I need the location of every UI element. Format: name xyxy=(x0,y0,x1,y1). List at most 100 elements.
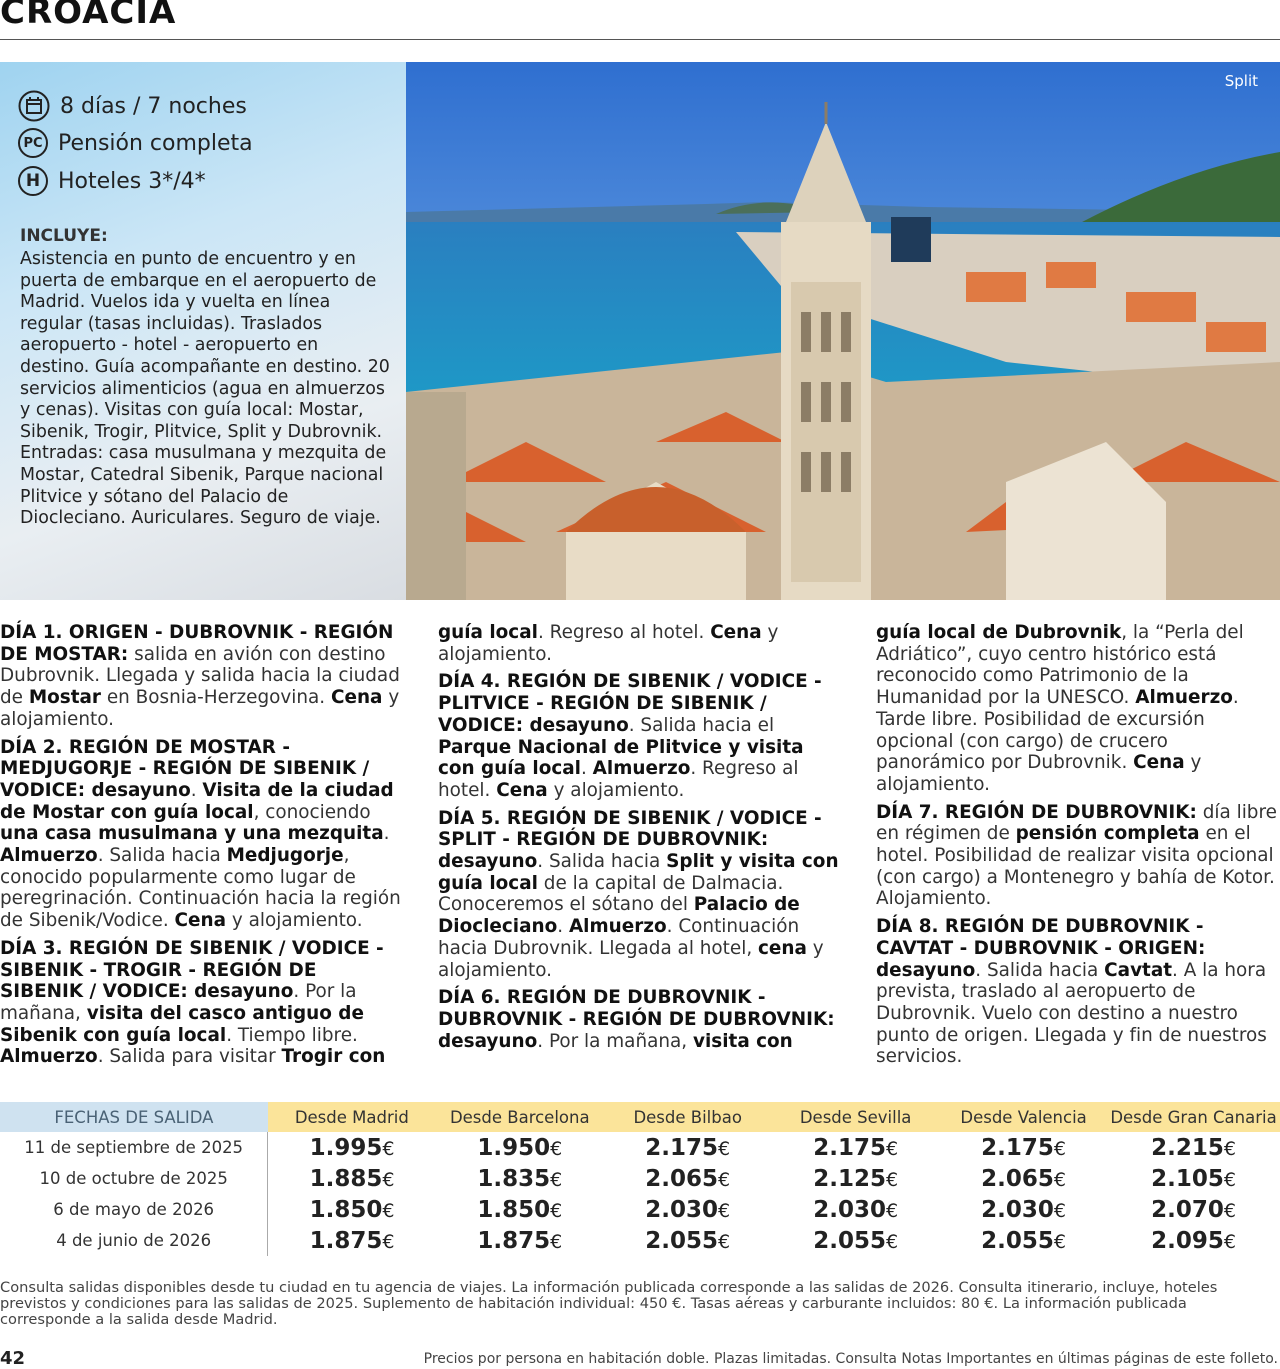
bold-text: Cena xyxy=(174,910,227,932)
text: . Salida hacia el xyxy=(628,714,775,736)
summary-item: H Hoteles 3*/4* xyxy=(18,166,206,196)
table-header: FECHAS DE SALIDA Desde Madrid Desde Barcel… xyxy=(0,1102,1280,1132)
text: . A la hora prevista, traslado al aeropu… xyxy=(876,959,1267,1068)
bold-text: visita del casco antiguo de Sibenik con … xyxy=(0,1002,364,1046)
text: . xyxy=(383,823,390,845)
currency: € xyxy=(1223,1230,1236,1253)
bold-text: DÍA 4. REGIÓN DE SIBENIK / VODICE - PLIT… xyxy=(438,671,822,736)
price-cell: 2.095€ xyxy=(1108,1225,1280,1256)
text: . Regreso al hotel. xyxy=(537,622,711,643)
price-cell: 2.065€ xyxy=(940,1163,1108,1194)
bold-text: pensión completa xyxy=(1015,823,1200,845)
text: . Continuación hacia Dubrovnik. Llegada … xyxy=(438,916,800,959)
currency: € xyxy=(382,1230,395,1253)
column-header: Desde Bilbao xyxy=(603,1102,772,1132)
currency: € xyxy=(1053,1230,1066,1253)
price-cell: 2.105€ xyxy=(1108,1163,1280,1194)
itinerary-day: DÍA 2. REGIÓN DE MOSTAR - MEDJUGORJE - R… xyxy=(0,737,404,932)
price-cell: 1.875€ xyxy=(268,1225,436,1256)
text: . Tarde libre. Posibilidad de excursión … xyxy=(876,687,1239,774)
price: 2.105 xyxy=(1151,1165,1224,1192)
price: 2.055 xyxy=(645,1227,719,1254)
text: , conocido popularmente como lugar de pe… xyxy=(0,845,401,932)
currency: € xyxy=(718,1168,731,1191)
bold-text: cena xyxy=(758,937,807,959)
price-table: FECHAS DE SALIDA Desde Madrid Desde Barcel… xyxy=(0,1102,1280,1256)
itinerary-day: DÍA 6. REGIÓN DE DUBROVNIK - DUBROVNIK -… xyxy=(438,622,1280,1068)
bold-text: Palacio de Diocleciano xyxy=(438,894,800,938)
summary-item: 8 días / 7 noches xyxy=(18,90,247,122)
bold-text: Trogir con guía local xyxy=(281,622,538,1068)
price-cell: 2.070€ xyxy=(1108,1194,1280,1225)
text: . xyxy=(557,916,569,938)
price: 1.835 xyxy=(477,1165,551,1192)
includes-text: Asistencia en punto de encuentro y en pu… xyxy=(20,249,390,529)
bold-text: Medjugorje xyxy=(226,845,344,867)
bold-text: visita con guía local de Dubrovnik xyxy=(693,622,1122,1052)
currency: € xyxy=(885,1137,899,1160)
summary-text: Pensión completa xyxy=(58,130,253,156)
text: . Salida para visitar xyxy=(97,1046,282,1068)
price: 1.850 xyxy=(309,1196,383,1223)
price-cell: 2.055€ xyxy=(604,1225,772,1256)
itinerary-day: DÍA 4. REGIÓN DE SIBENIK / VODICE - PLIT… xyxy=(438,671,842,801)
text: y alojamiento. xyxy=(0,687,400,730)
text: . Tiempo libre. xyxy=(226,1024,358,1046)
bold-text: una casa musulmana y una mezquita xyxy=(0,823,384,845)
bold-text: Almuerzo xyxy=(1135,687,1233,709)
price: 2.065 xyxy=(645,1165,719,1192)
bold-text: Cena xyxy=(331,687,383,709)
includes-title: INCLUYE: xyxy=(20,226,108,246)
itinerary-day: DÍA 5. REGIÓN DE SIBENIK / VODICE - SPLI… xyxy=(438,808,842,982)
pc-icon: PC xyxy=(18,128,48,158)
price: 1.950 xyxy=(477,1134,551,1161)
currency: € xyxy=(718,1230,731,1253)
text: día libre en régimen de xyxy=(876,801,1277,845)
price-cell: 2.030€ xyxy=(940,1194,1108,1225)
itinerary: DÍA 1. ORIGEN - DUBROVNIK - REGIÓN DE MO… xyxy=(0,622,1280,1082)
price: 1.995 xyxy=(309,1134,383,1161)
price-cell: 2.055€ xyxy=(940,1225,1108,1256)
currency: € xyxy=(718,1199,731,1222)
price-cell: 1.995€ xyxy=(268,1132,436,1163)
bold-text: Split y visita con guía local xyxy=(438,851,839,894)
price: 2.175 xyxy=(645,1134,719,1161)
price-cell: 2.175€ xyxy=(604,1132,772,1163)
text: en Bosnia-Herzegovina. xyxy=(101,687,331,709)
price-cell: 1.850€ xyxy=(436,1194,604,1225)
column-header: Desde Sevilla xyxy=(771,1102,940,1132)
currency: € xyxy=(382,1199,395,1222)
price-cell: 2.055€ xyxy=(772,1225,940,1256)
departure-date: 4 de junio de 2026 xyxy=(0,1225,269,1256)
summary-text: Hoteles 3*/4* xyxy=(58,168,206,194)
currency: € xyxy=(1053,1168,1066,1191)
currency: € xyxy=(885,1199,899,1222)
price: 2.030 xyxy=(645,1196,719,1223)
price-cell: 1.850€ xyxy=(268,1194,436,1225)
bold-text: Almuerzo xyxy=(0,845,98,867)
text: . Por la mañana, xyxy=(0,981,357,1024)
price-cell: 1.875€ xyxy=(436,1225,604,1256)
text: . Regreso al hotel. xyxy=(438,758,799,801)
table-row: 6 de mayo de 2026 1.850€ 1.850€ 2.030€ 2.030… xyxy=(0,1194,1280,1225)
price-cell: 1.950€ xyxy=(436,1132,604,1163)
bold-text: DÍA 1. ORIGEN - DUBROVNIK - REGIÓN DE MO… xyxy=(0,622,394,665)
currency: € xyxy=(550,1168,563,1191)
price: 2.055 xyxy=(813,1227,886,1254)
bold-text: Parque Nacional de Plitvice y visita con… xyxy=(438,736,804,780)
price-cell: 1.885€ xyxy=(268,1163,436,1194)
text: , la “Perla del Adriático”, cuyo centro … xyxy=(876,622,1244,709)
bold-text: Almuerzo xyxy=(568,916,667,938)
column-header: Desde Gran Canaria xyxy=(1107,1102,1280,1132)
text: , conociendo xyxy=(253,801,371,823)
bold-text: Almuerzo xyxy=(592,758,691,780)
price-cell: 1.835€ xyxy=(436,1163,604,1194)
departure-date: 10 de octubre de 2025 xyxy=(0,1163,269,1194)
price: 2.030 xyxy=(813,1196,886,1223)
price: 2.215 xyxy=(1151,1134,1224,1161)
bold-text: Cena xyxy=(496,779,548,801)
bold-text: DÍA 6. REGIÓN DE DUBROVNIK - DUBROVNIK -… xyxy=(438,987,835,1052)
summary-text: 8 días / 7 noches xyxy=(60,93,247,119)
price: 1.875 xyxy=(309,1227,383,1254)
price: 2.095 xyxy=(1151,1227,1224,1254)
